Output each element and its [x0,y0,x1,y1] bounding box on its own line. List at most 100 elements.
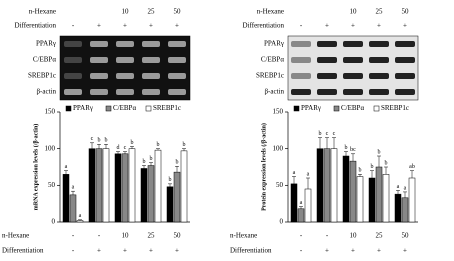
y-tick-label: 0 [52,218,56,226]
x-table-label: Differentiation [2,247,44,255]
bar [356,176,364,223]
significance-letter: c [333,131,336,137]
x-table-value: + [351,247,355,255]
significance-letter: b [98,138,101,144]
header-value: + [325,22,329,30]
y-tick-label: 100 [273,144,284,152]
bar [154,149,162,223]
error-bar [156,148,160,151]
y-tick-label: 50 [48,181,56,189]
gel-label: PPARγ [264,40,284,48]
error-bar [351,153,355,162]
x-table-value: + [175,247,179,255]
significance-letter: b [371,164,374,170]
bar [290,183,298,223]
significance-letter: b [150,156,153,162]
significance-letter: b [345,145,348,151]
header-value: 50 [402,8,410,16]
error-bar [332,137,336,149]
significance-letter: b [359,168,362,174]
gel-band [369,57,389,63]
legend-label: C/EBPα [341,104,364,112]
bar [128,148,136,223]
error-bar [123,151,127,154]
y-axis-label: Protein expression levels (/β-actin) [260,123,267,211]
bar [349,160,357,223]
x-table-label: Differentiation [230,247,272,255]
legend-swatch [293,105,300,112]
header-value: 25 [376,8,384,16]
gel-band [64,57,82,63]
gel-band [343,73,363,79]
gel-band [395,57,415,63]
gel-band [395,41,415,47]
significance-letter: a [65,164,68,170]
significance-letter: a [300,200,303,206]
header-value: - [300,22,303,30]
gel-band [343,89,363,95]
header-value: + [149,22,153,30]
header-label: n-Hexane [257,8,284,16]
error-bar [377,155,381,167]
x-table-value: - [98,232,101,240]
header-value: + [351,22,355,30]
legend-swatch [333,105,340,112]
legend-label: C/EBPα [113,104,136,112]
significance-letter: a [404,185,407,191]
legend-swatch [65,105,72,112]
error-bar [370,170,374,178]
error-bar [116,151,120,154]
y-tick-label: 150 [45,108,56,116]
legend-label: PPARγ [73,104,93,112]
significance-letter: b [176,160,179,166]
x-table-value: - [300,232,303,240]
error-bar [325,137,329,149]
bar [69,194,77,223]
significance-letter: b [105,138,108,144]
x-table-value: 50 [402,232,410,240]
error-bar [396,190,400,195]
significance-letter: ab [409,164,415,170]
legend-label: PPARγ [301,104,321,112]
significance-letter: b [378,149,381,155]
significance-letter: d [117,145,120,151]
error-bar [344,151,348,156]
significance-letter: bc [350,147,356,153]
significance-letter: b [157,142,160,148]
gel-band [317,89,337,95]
gel-band [142,57,160,63]
error-bar [168,183,172,187]
gel-band [343,41,363,47]
y-axis-label: mRNA expression levels (/β-actin) [32,124,39,211]
error-bar [130,146,134,149]
x-table-value: + [325,247,329,255]
header-value: + [97,22,101,30]
bar [323,148,331,223]
legend-swatch [373,105,380,112]
x-table-value: 10 [122,232,130,240]
gel-band [291,41,311,47]
bar [114,153,122,223]
gel-band [116,89,134,95]
bar [342,155,350,223]
x-table-value: 50 [174,232,182,240]
bar [121,153,129,223]
gel-band [116,73,134,79]
error-bar [318,137,322,149]
gel-band [168,89,186,95]
bar [76,220,84,223]
error-bar [299,206,303,209]
gel-band [142,89,160,95]
significance-letter: b [169,177,172,183]
header-value: 50 [174,8,182,16]
x-table-label: n-Hexane [230,232,257,240]
x-table-value: 10 [350,232,358,240]
error-bar [97,144,101,149]
bar [394,193,402,223]
gel-band [90,89,108,95]
bar [375,166,383,223]
bar [180,150,188,223]
y-tick-label: 50 [276,181,284,189]
y-tick-label: 150 [273,108,284,116]
bar [316,148,324,223]
